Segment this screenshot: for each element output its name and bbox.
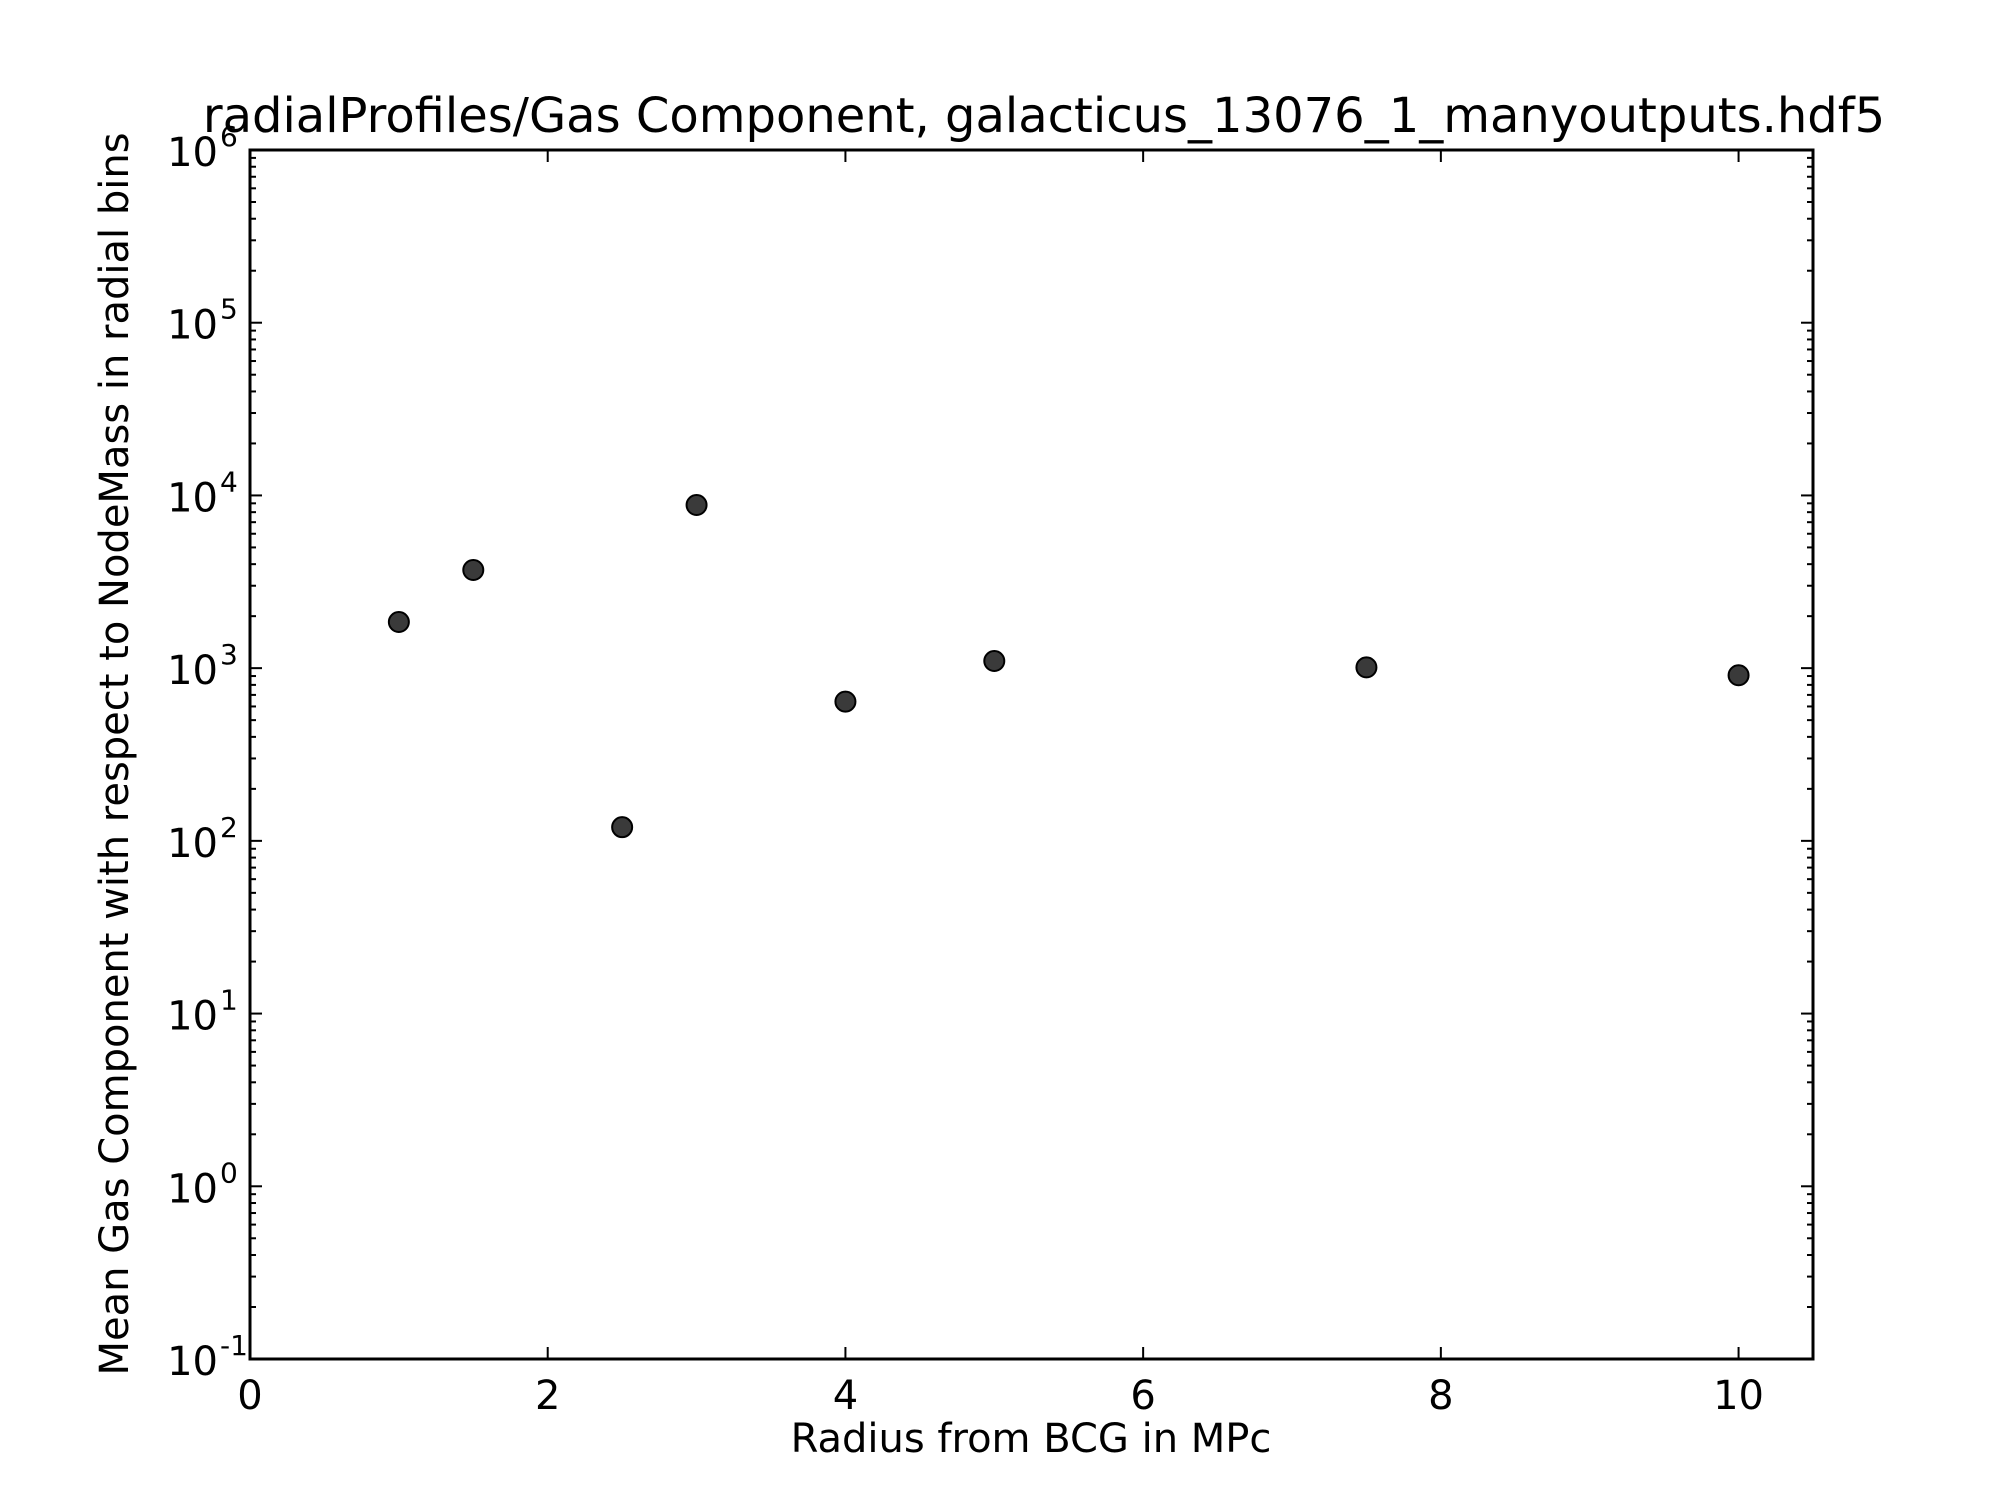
y-tick-label-exponent: 0 <box>220 1156 238 1189</box>
y-tick-label: 10 5 <box>167 293 238 349</box>
x-tick-label: 0 <box>237 1373 262 1419</box>
y-tick-label: 10 1 <box>167 984 238 1040</box>
plot-area-frame <box>248 148 1815 1361</box>
scatter-points <box>387 494 1750 839</box>
data-point <box>387 610 410 633</box>
y-tick-label: 10 2 <box>167 811 238 867</box>
data-point <box>983 649 1006 672</box>
y-tick-label-exponent: 5 <box>220 293 238 326</box>
x-tick-label: 6 <box>1130 1373 1155 1419</box>
y-tick-label-base: 10 <box>167 648 218 694</box>
x-tick-label: 10 <box>1713 1373 1764 1419</box>
y-tick-label-base: 10 <box>167 475 218 521</box>
x-tick-label: 2 <box>535 1373 560 1419</box>
data-point <box>1355 656 1378 679</box>
y-tick-label-exponent: 6 <box>220 120 238 153</box>
y-tick-label-exponent: -1 <box>220 1329 248 1362</box>
y-tick-label-base: 10 <box>167 994 218 1040</box>
data-point <box>834 690 857 713</box>
y-tick-label: 10 6 <box>167 120 238 176</box>
y-tick-label-base: 10 <box>167 130 218 176</box>
x-tick-label: 4 <box>833 1373 858 1419</box>
y-tick-label: 10 3 <box>167 638 238 694</box>
y-tick-label-base: 10 <box>167 303 218 349</box>
y-axis-label: Mean Gas Component with respect to NodeM… <box>92 132 138 1375</box>
y-tick-label: 10 4 <box>167 465 238 521</box>
data-point <box>1727 664 1750 687</box>
data-point <box>611 816 634 839</box>
x-tick-label: 8 <box>1428 1373 1453 1419</box>
y-tick-label-base: 10 <box>167 1339 218 1385</box>
data-point <box>462 559 485 582</box>
chart-title: radialProfiles/Gas Component, galacticus… <box>203 88 1885 144</box>
y-tick-label: 10 -1 <box>167 1329 248 1385</box>
y-tick-label-base: 10 <box>167 821 218 867</box>
y-tick-label-exponent: 3 <box>220 638 238 671</box>
y-tick-label-exponent: 2 <box>220 811 238 844</box>
x-axis-label: Radius from BCG in MPc <box>791 1416 1272 1462</box>
data-point <box>685 494 708 517</box>
y-tick-label-exponent: 4 <box>220 465 238 498</box>
y-tick-label-base: 10 <box>167 1166 218 1212</box>
y-tick-label-exponent: 1 <box>220 984 238 1017</box>
y-tick-label: 10 0 <box>167 1156 238 1212</box>
